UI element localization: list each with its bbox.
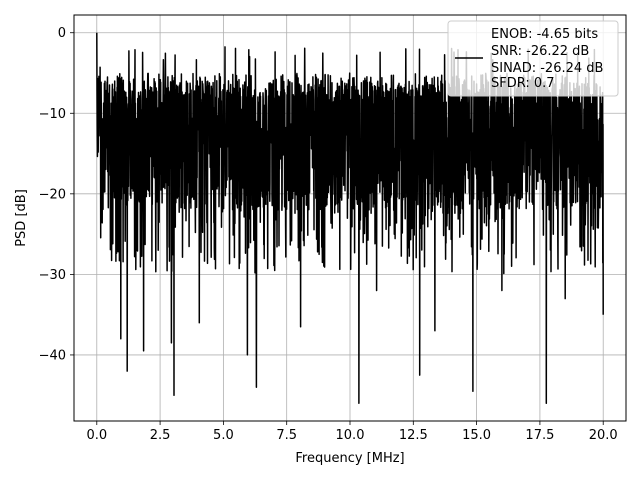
- legend-sinad: SINAD: -26.24 dB: [491, 61, 603, 76]
- x-tick-label: 15.0: [462, 428, 491, 443]
- legend-sfdr: SFDR: 0.7: [491, 76, 555, 91]
- legend-enob: ENOB: -4.65 bits: [491, 27, 598, 42]
- x-tick-label: 17.5: [525, 428, 554, 443]
- axis-ticks: 0.0 2.5 5.0 7.5 10.0 12.5 15.0 17.5 20.0 0 −10 −20 −…: [39, 26, 618, 443]
- legend: ENOB: -4.65 bits SNR: -26.22 dB SINAD: -…: [447, 20, 619, 97]
- y-tick-label: −10: [39, 107, 66, 122]
- legend-snr: SNR: -26.22 dB: [491, 44, 589, 59]
- legend-box: [447, 20, 619, 97]
- x-tick-label: 7.5: [276, 428, 297, 443]
- x-tick-label: 10.0: [336, 428, 365, 443]
- x-tick-label: 12.5: [399, 428, 428, 443]
- y-tick-label: −40: [39, 348, 66, 363]
- x-tick-label: 20.0: [589, 428, 618, 443]
- y-tick-label: −20: [39, 187, 66, 202]
- psd-series-line: [96, 32, 604, 405]
- y-tick-label: 0: [58, 26, 66, 41]
- x-axis-label: Frequency [MHz]: [295, 451, 404, 466]
- y-tick-label: −30: [39, 268, 66, 283]
- x-tick-label: 2.5: [150, 428, 171, 443]
- plot-area: [96, 32, 604, 405]
- x-tick-label: 5.0: [213, 428, 234, 443]
- y-axis-label: PSD [dB]: [14, 189, 29, 247]
- x-tick-label: 0.0: [86, 428, 107, 443]
